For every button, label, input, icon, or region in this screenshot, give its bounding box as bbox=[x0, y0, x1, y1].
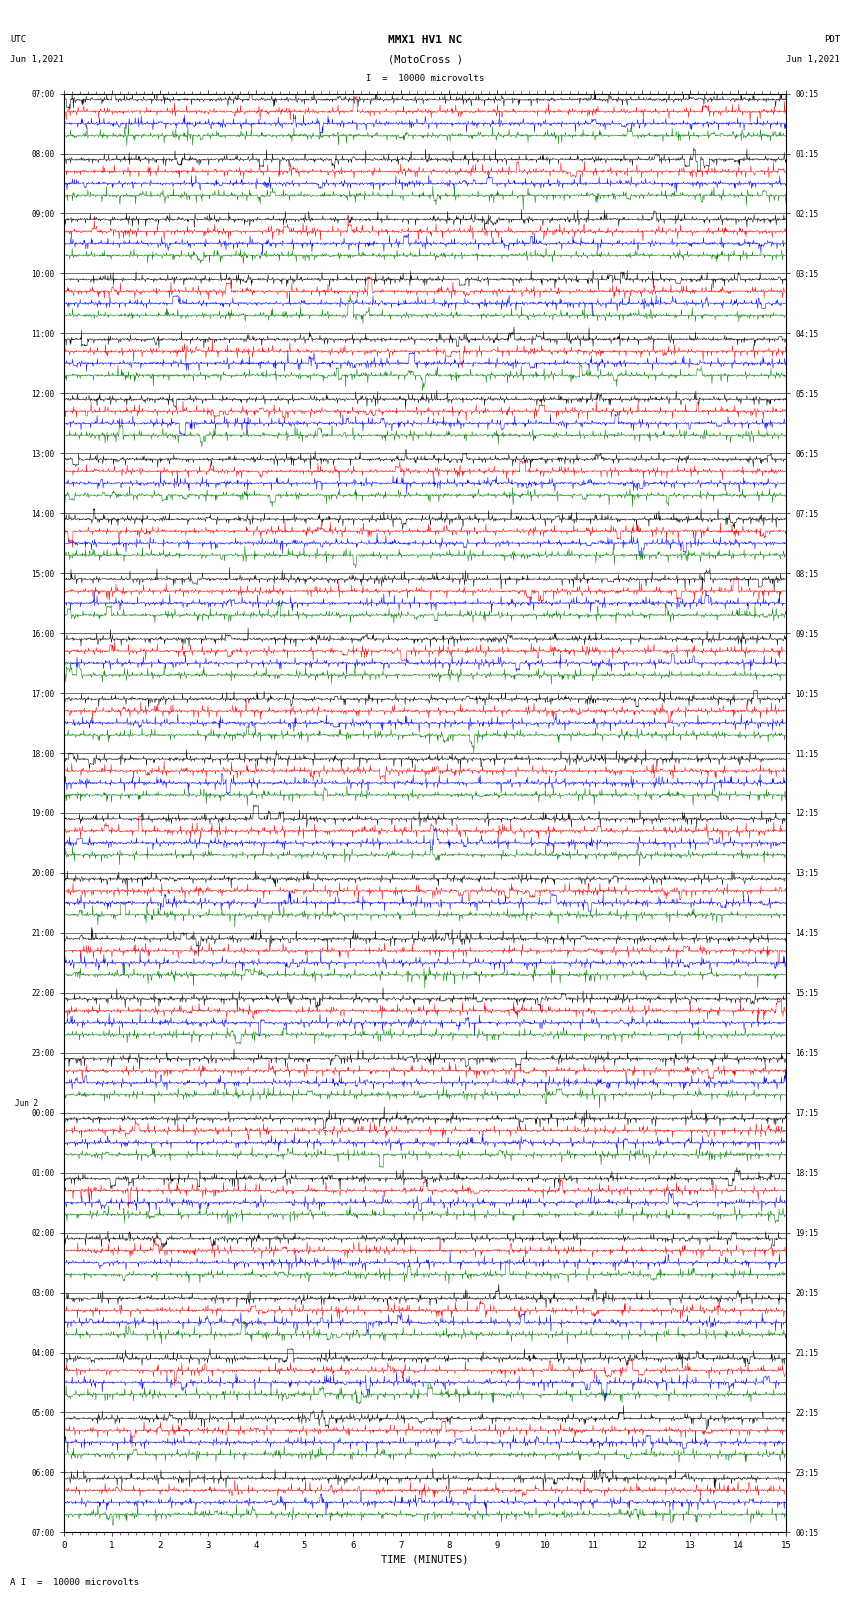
Text: Jun 1,2021: Jun 1,2021 bbox=[10, 55, 64, 65]
Text: Jun 1,2021: Jun 1,2021 bbox=[786, 55, 840, 65]
Text: I  =  10000 microvolts: I = 10000 microvolts bbox=[366, 74, 484, 84]
Text: MMX1 HV1 NC: MMX1 HV1 NC bbox=[388, 35, 462, 45]
Text: PDT: PDT bbox=[824, 35, 840, 45]
Text: (MotoCross ): (MotoCross ) bbox=[388, 55, 462, 65]
Text: UTC: UTC bbox=[10, 35, 26, 45]
Text: Jun 2: Jun 2 bbox=[14, 1100, 37, 1108]
Text: A I  =  10000 microvolts: A I = 10000 microvolts bbox=[10, 1578, 139, 1587]
X-axis label: TIME (MINUTES): TIME (MINUTES) bbox=[382, 1555, 468, 1565]
